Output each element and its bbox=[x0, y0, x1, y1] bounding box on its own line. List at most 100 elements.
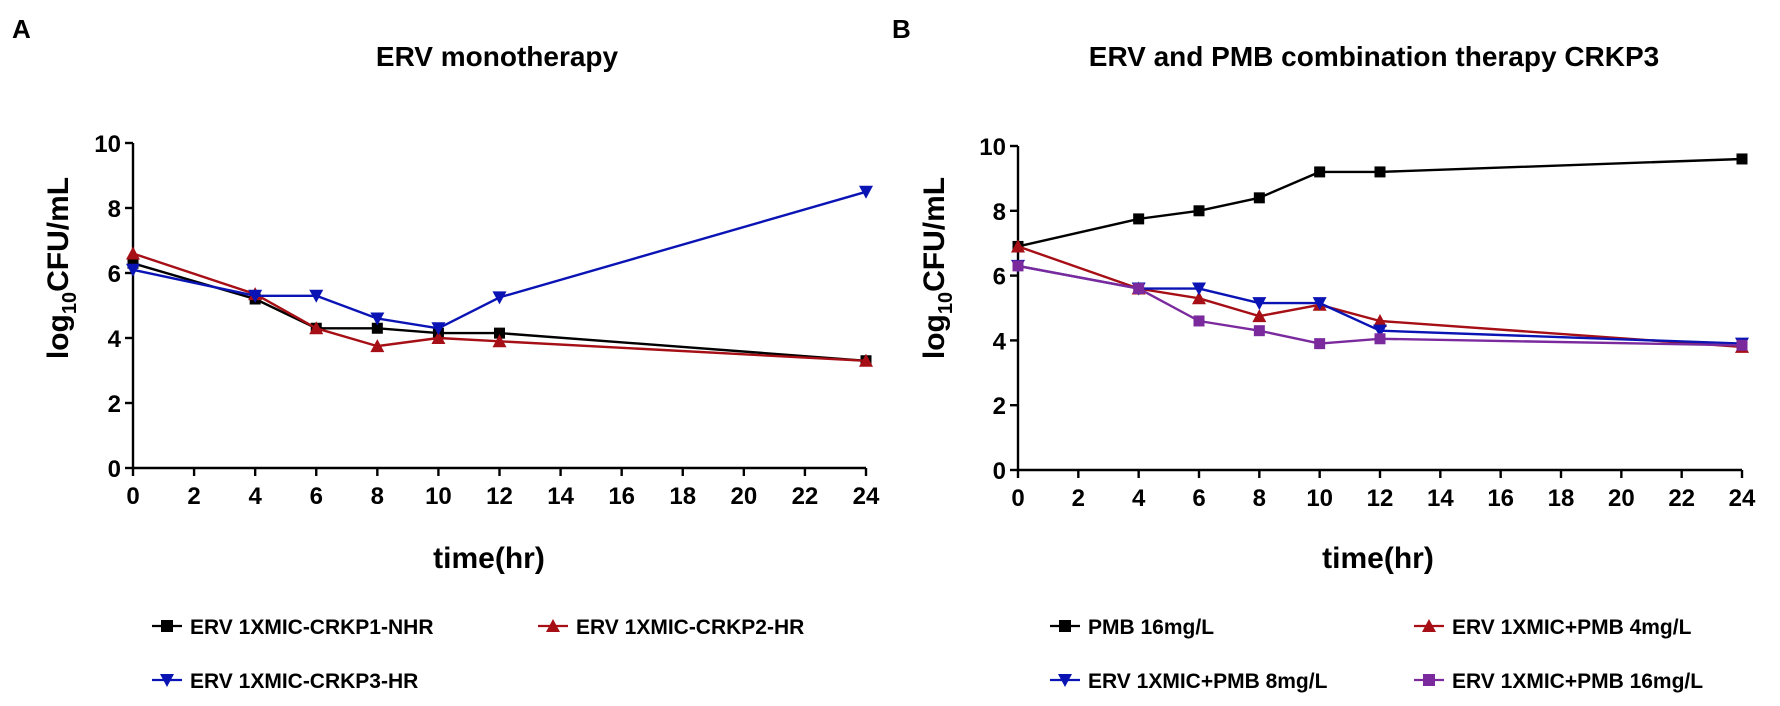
panel-b-x-tick-label-14: 14 bbox=[1427, 485, 1454, 512]
panel-a-y-tick-label-2: 2 bbox=[108, 391, 121, 418]
panel-b-series-erv-1xmic-pmb-4mg-l-point-12 bbox=[1373, 313, 1387, 327]
panel-a-series-erv-1xmic-crkp3-hr-point-12 bbox=[492, 291, 507, 305]
panel-a-series-erv-1xmic-crkp2-hr-point-12 bbox=[492, 334, 507, 348]
panel-b-x-tick-label-0: 0 bbox=[1011, 485, 1024, 512]
panel-a-y-tick-label-0: 0 bbox=[108, 456, 121, 483]
panel-b-series-pmb-16mg-l-point-6 bbox=[1193, 205, 1205, 217]
panel-a-series-erv-1xmic-crkp1-nhr-point-0 bbox=[127, 257, 139, 269]
panel-a-series-erv-1xmic-crkp1-nhr-point-12 bbox=[494, 327, 505, 339]
panel-a-series-erv-1xmic-crkp3-hr-point-10 bbox=[431, 322, 446, 336]
panel-b-x-tick-label-20: 20 bbox=[1608, 485, 1635, 512]
panel-b-series-pmb-16mg-l-point-8 bbox=[1253, 192, 1265, 204]
panel-b-y-tick-label-4: 4 bbox=[993, 328, 1007, 355]
panel-b-series-erv-1xmic-pmb-8mg-l-point-12 bbox=[1373, 324, 1387, 338]
legend-item-crkp1-nhr: ERV 1XMIC-CRKP1-NHR bbox=[152, 616, 433, 639]
panel-a-x-tick-label-18: 18 bbox=[669, 483, 696, 510]
panel-a-y-tick-label-6: 6 bbox=[108, 261, 121, 288]
panel-a-series-erv-1xmic-crkp3-hr-point-8 bbox=[370, 312, 385, 326]
panel-a-x-tick-label-10: 10 bbox=[425, 483, 452, 510]
panel-a-x-tick-label-20: 20 bbox=[730, 483, 757, 510]
panel-b-series-erv-1xmic-pmb-8mg-l-point-6 bbox=[1192, 282, 1206, 296]
panel-a-series-erv-1xmic-crkp1-nhr-point-8 bbox=[371, 322, 383, 334]
legend-label-erv-pmb-16: ERV 1XMIC+PMB 16mg/L bbox=[1452, 670, 1703, 693]
panel-a-x-axis-label: time(hr) bbox=[433, 542, 545, 575]
panel-a-x-tick-label-16: 16 bbox=[608, 483, 635, 510]
panel-b-series-erv-1xmic-pmb-4mg-l-point-6 bbox=[1192, 291, 1206, 305]
panel-a-x-tick-label-8: 8 bbox=[371, 483, 384, 510]
panel-b-series-erv-1xmic-pmb-8mg-l-point-8 bbox=[1252, 297, 1267, 311]
legend-marker-erv-pmb-8 bbox=[1058, 674, 1072, 687]
panel-b: B ERV and PMB combination therapy CRKP3 … bbox=[892, 14, 1756, 693]
panel-b-series-erv-1xmic-pmb-4mg-l-point-8 bbox=[1252, 309, 1267, 323]
legend-label-crkp1-nhr: ERV 1XMIC-CRKP1-NHR bbox=[190, 616, 433, 639]
legend-marker-crkp3-hr bbox=[160, 674, 174, 687]
panel-b-x-axis-label: time(hr) bbox=[1322, 542, 1434, 575]
panel-a-x-tick-label-4: 4 bbox=[248, 483, 262, 510]
panel-b-y-tick-label-2: 2 bbox=[993, 393, 1006, 420]
legend-label-crkp3-hr: ERV 1XMIC-CRKP3-HR bbox=[190, 670, 418, 693]
panel-b-series-erv-1xmic-pmb-16mg-l-point-8 bbox=[1253, 325, 1265, 337]
panel-b-x-tick-label-2: 2 bbox=[1072, 485, 1085, 512]
legend-marker-crkp2-hr bbox=[546, 619, 560, 632]
panel-b-series-pmb-16mg-l-point-10 bbox=[1314, 166, 1326, 178]
panel-a-series-erv-1xmic-crkp2-hr-point-10 bbox=[431, 331, 446, 344]
panel-b-x-tick-label-24: 24 bbox=[1729, 485, 1756, 512]
legend-item-pmb-16: PMB 16mg/L bbox=[1050, 616, 1214, 639]
panel-b-series-pmb-16mg-l-point-12 bbox=[1374, 166, 1386, 178]
panel-b-series-erv-1xmic-pmb-16mg-l-point-6 bbox=[1193, 315, 1205, 327]
panel-b-y-axis-label-text: log10CFU/mL bbox=[918, 177, 957, 359]
panel-a-x-tick-label-22: 22 bbox=[792, 483, 819, 510]
panel-b-x-tick-label-10: 10 bbox=[1306, 485, 1333, 512]
panel-b-x-tick-label-16: 16 bbox=[1487, 485, 1514, 512]
panel-b-series-erv-1xmic-pmb-16mg-l-point-10 bbox=[1314, 338, 1326, 350]
panel-a-series-erv-1xmic-crkp3-hr-point-0 bbox=[126, 263, 140, 277]
panel-b-letter: B bbox=[892, 14, 911, 44]
panel-b-series-erv-1xmic-pmb-16mg-l-point-12 bbox=[1374, 333, 1386, 345]
panel-b-legend: PMB 16mg/L ERV 1XMIC+PMB 4mg/L ERV 1XMIC… bbox=[1050, 616, 1703, 693]
panel-a-x-tick-label-24: 24 bbox=[853, 483, 880, 510]
panel-b-x-tick-label-18: 18 bbox=[1548, 485, 1575, 512]
panel-a-series-erv-1xmic-crkp2-hr-point-24 bbox=[859, 353, 873, 367]
legend-marker-erv-pmb-4 bbox=[1422, 619, 1436, 632]
panel-a-x-tick-label-0: 0 bbox=[126, 483, 139, 510]
panel-a-x-tick-label-6: 6 bbox=[310, 483, 323, 510]
panel-a-x-tick-label-14: 14 bbox=[547, 483, 574, 510]
panel-a-series-erv-1xmic-crkp3-hr-line bbox=[132, 190, 867, 330]
panel-a-letter: A bbox=[12, 14, 31, 44]
panel-b-series-pmb-16mg-l-point-4 bbox=[1133, 213, 1145, 225]
legend-marker-crkp1-nhr bbox=[161, 620, 173, 632]
panel-b-y-tick-label-8: 8 bbox=[993, 199, 1006, 226]
legend-item-erv-pmb-4: ERV 1XMIC+PMB 4mg/L bbox=[1414, 616, 1692, 639]
panel-a-series-erv-1xmic-crkp2-hr-point-0 bbox=[126, 246, 140, 260]
legend-item-crkp2-hr: ERV 1XMIC-CRKP2-HR bbox=[538, 616, 804, 639]
panel-a-y-tick-label-8: 8 bbox=[108, 196, 121, 223]
panel-a-y-tick-label-4: 4 bbox=[108, 326, 122, 353]
panel-b-series-erv-1xmic-pmb-16mg-l-point-4 bbox=[1133, 283, 1145, 295]
panel-b-y-tick-label-10: 10 bbox=[979, 134, 1006, 161]
panel-b-x-tick-label-4: 4 bbox=[1132, 485, 1146, 512]
panel-b-series-erv-1xmic-pmb-4mg-l-point-0 bbox=[1011, 239, 1025, 253]
panel-b-y-axis-label: log10CFU/mL bbox=[918, 177, 957, 359]
panel-b-x-tick-label-6: 6 bbox=[1192, 485, 1205, 512]
panel-a-series-erv-1xmic-crkp2-hr-point-6 bbox=[309, 321, 324, 335]
panel-a-y-axis-label-text: log10CFU/mL bbox=[42, 177, 81, 359]
panel-b-x-tick-label-22: 22 bbox=[1668, 485, 1695, 512]
panel-a-y-axis-label: log10CFU/mL bbox=[42, 177, 81, 359]
legend-item-erv-pmb-8: ERV 1XMIC+PMB 8mg/L bbox=[1050, 670, 1328, 693]
panel-b-y-tick-label-6: 6 bbox=[993, 264, 1006, 291]
legend-label-pmb-16: PMB 16mg/L bbox=[1088, 616, 1214, 639]
panel-b-series-pmb-16mg-l-point-24 bbox=[1736, 153, 1748, 165]
panel-a: A ERV monotherapy log10CFU/mL time(hr) 0… bbox=[12, 14, 880, 693]
legend-marker-pmb-16 bbox=[1059, 620, 1071, 632]
legend-label-erv-pmb-8: ERV 1XMIC+PMB 8mg/L bbox=[1088, 670, 1328, 693]
panel-b-y-tick-label-0: 0 bbox=[993, 458, 1006, 485]
panel-a-x-tick-label-12: 12 bbox=[486, 483, 513, 510]
legend-item-crkp3-hr: ERV 1XMIC-CRKP3-HR bbox=[152, 670, 418, 693]
panel-b-title: ERV and PMB combination therapy CRKP3 bbox=[1089, 41, 1659, 72]
panel-b-series-erv-1xmic-pmb-16mg-l-point-24 bbox=[1736, 339, 1748, 351]
panel-b-x-tick-label-12: 12 bbox=[1367, 485, 1394, 512]
panel-b-series-erv-1xmic-pmb-8mg-l-point-10 bbox=[1312, 297, 1327, 311]
